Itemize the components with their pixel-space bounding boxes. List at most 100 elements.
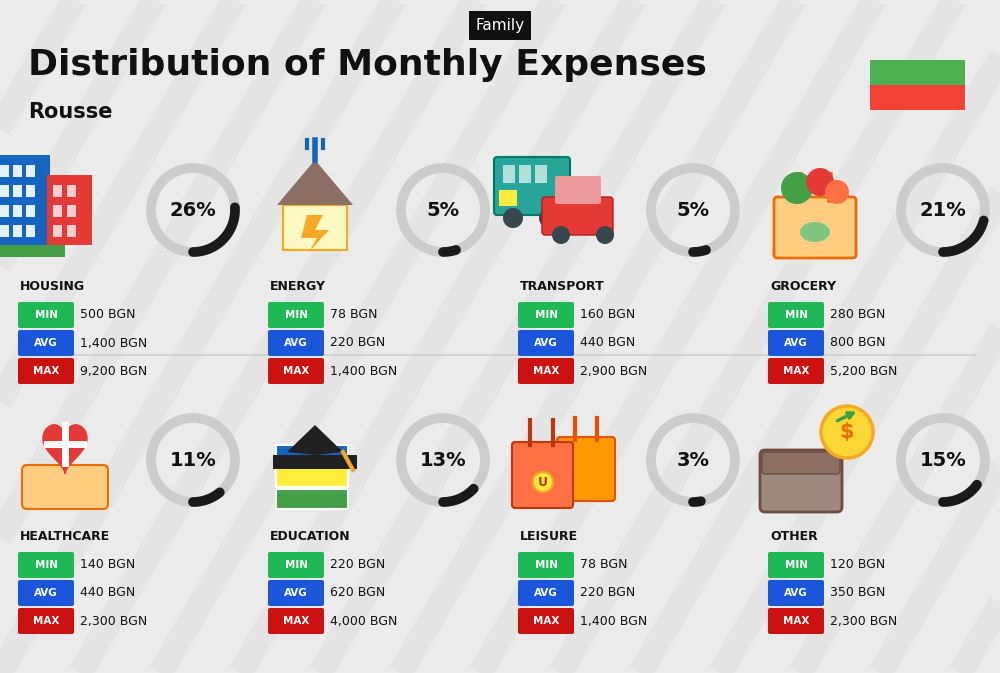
FancyBboxPatch shape [18,302,74,328]
Text: 2,300 BGN: 2,300 BGN [80,614,147,627]
FancyBboxPatch shape [268,552,324,578]
Text: U: U [538,476,548,489]
FancyBboxPatch shape [499,190,517,206]
FancyBboxPatch shape [276,445,348,465]
FancyBboxPatch shape [768,608,824,634]
Text: 15%: 15% [920,450,966,470]
Text: Distribution of Monthly Expenses: Distribution of Monthly Expenses [28,48,707,82]
Text: 220 BGN: 220 BGN [330,559,385,571]
Text: MAX: MAX [783,366,809,376]
Text: MIN: MIN [534,560,558,570]
Text: EDUCATION: EDUCATION [270,530,351,543]
FancyBboxPatch shape [268,580,324,606]
Text: AVG: AVG [784,338,808,348]
FancyBboxPatch shape [518,552,574,578]
FancyBboxPatch shape [268,302,324,328]
Text: 140 BGN: 140 BGN [80,559,135,571]
Text: 78 BGN: 78 BGN [330,308,378,322]
FancyBboxPatch shape [870,60,965,85]
Text: MIN: MIN [285,310,308,320]
FancyBboxPatch shape [0,245,65,257]
Text: 5,200 BGN: 5,200 BGN [830,365,897,378]
Text: 78 BGN: 78 BGN [580,559,628,571]
FancyBboxPatch shape [26,205,35,217]
Circle shape [596,226,614,244]
Circle shape [806,168,834,196]
Text: 1,400 BGN: 1,400 BGN [80,336,147,349]
FancyBboxPatch shape [268,358,324,384]
FancyBboxPatch shape [53,225,62,237]
Text: HEALTHCARE: HEALTHCARE [20,530,110,543]
FancyBboxPatch shape [67,225,76,237]
FancyBboxPatch shape [22,465,108,509]
FancyBboxPatch shape [518,302,574,328]
Text: 440 BGN: 440 BGN [580,336,635,349]
Text: AVG: AVG [284,338,308,348]
Text: 1,400 BGN: 1,400 BGN [330,365,397,378]
Circle shape [503,208,523,228]
Text: 4,000 BGN: 4,000 BGN [330,614,397,627]
FancyBboxPatch shape [13,205,22,217]
Text: 280 BGN: 280 BGN [830,308,885,322]
FancyBboxPatch shape [13,185,22,197]
Text: 500 BGN: 500 BGN [80,308,136,322]
FancyBboxPatch shape [555,176,601,204]
FancyBboxPatch shape [0,225,9,237]
Text: 5%: 5% [426,201,460,219]
Text: MIN: MIN [784,560,808,570]
Text: 220 BGN: 220 BGN [330,336,385,349]
FancyBboxPatch shape [53,205,62,217]
Circle shape [533,472,553,492]
Text: 2,900 BGN: 2,900 BGN [580,365,647,378]
FancyBboxPatch shape [283,205,347,250]
Text: 21%: 21% [920,201,966,219]
Text: 2,300 BGN: 2,300 BGN [830,614,897,627]
FancyBboxPatch shape [0,165,9,177]
Text: AVG: AVG [534,588,558,598]
Text: Rousse: Rousse [28,102,112,122]
Text: Family: Family [475,18,525,33]
FancyBboxPatch shape [518,358,574,384]
Circle shape [539,208,559,228]
FancyBboxPatch shape [768,552,824,578]
Text: MAX: MAX [533,366,559,376]
FancyBboxPatch shape [518,608,574,634]
FancyBboxPatch shape [18,330,74,356]
Circle shape [781,172,813,204]
Text: AVG: AVG [34,588,58,598]
Polygon shape [43,425,87,474]
Circle shape [552,226,570,244]
Text: 26%: 26% [170,201,216,219]
FancyBboxPatch shape [518,330,574,356]
Circle shape [825,180,849,204]
Text: LEISURE: LEISURE [520,530,578,543]
FancyBboxPatch shape [542,197,613,235]
Text: MAX: MAX [783,616,809,626]
Text: MAX: MAX [533,616,559,626]
Text: 1,400 BGN: 1,400 BGN [580,614,647,627]
FancyBboxPatch shape [268,330,324,356]
Text: 620 BGN: 620 BGN [330,586,385,600]
FancyBboxPatch shape [519,165,531,183]
FancyBboxPatch shape [18,580,74,606]
Text: MAX: MAX [33,366,59,376]
Text: 11%: 11% [170,450,216,470]
FancyBboxPatch shape [276,467,348,487]
FancyBboxPatch shape [273,455,357,469]
Text: AVG: AVG [34,338,58,348]
FancyBboxPatch shape [0,205,9,217]
Polygon shape [287,425,343,455]
FancyBboxPatch shape [768,580,824,606]
Polygon shape [301,215,329,252]
FancyBboxPatch shape [557,437,615,501]
Text: 3%: 3% [676,450,710,470]
FancyBboxPatch shape [494,157,570,215]
FancyBboxPatch shape [760,450,842,512]
Text: 160 BGN: 160 BGN [580,308,635,322]
FancyBboxPatch shape [512,442,573,508]
Text: 13%: 13% [420,450,466,470]
Text: HOUSING: HOUSING [20,280,85,293]
Text: 220 BGN: 220 BGN [580,586,635,600]
Text: ENERGY: ENERGY [270,280,326,293]
FancyBboxPatch shape [768,358,824,384]
